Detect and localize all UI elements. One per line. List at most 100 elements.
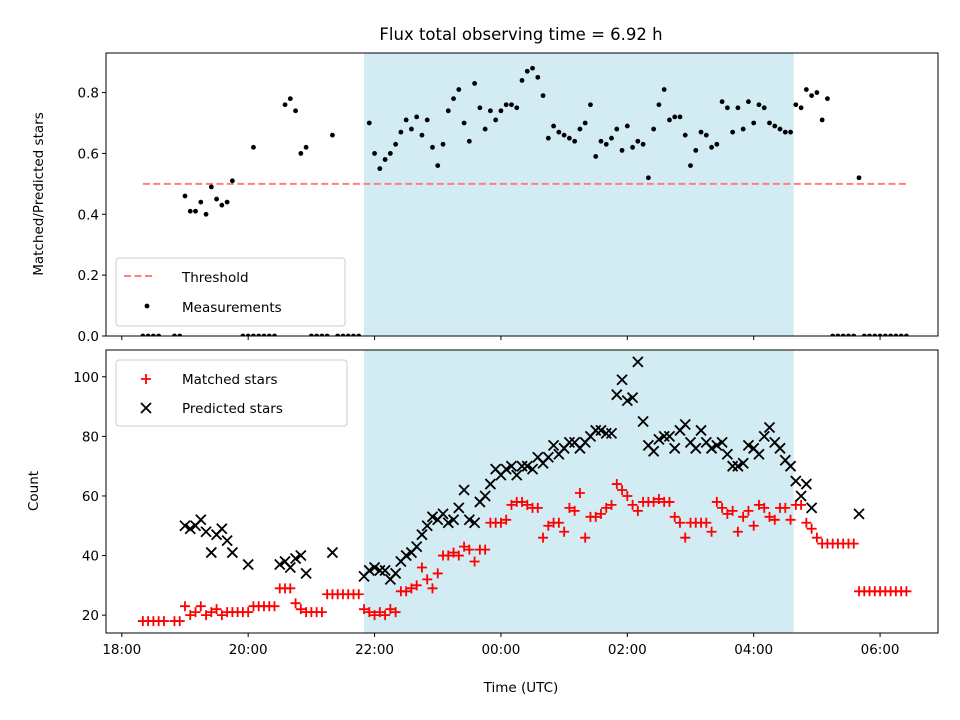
top-series-0-point-57 <box>461 120 467 126</box>
bottom-series-1-point-15 <box>295 549 307 562</box>
bottom-axes-frame <box>105 349 939 634</box>
top-series-0-point-26 <box>293 108 298 114</box>
bottom-series-1-point-14 <box>289 552 302 565</box>
bottom-series-1-point-63 <box>595 424 607 437</box>
bottom-series-0-point-116 <box>753 499 764 510</box>
top-series-0-point-60 <box>477 105 483 111</box>
top-series-0-point-64 <box>498 108 504 114</box>
top-series-0-point-39 <box>366 120 372 126</box>
top-series-0-point-122 <box>803 87 809 92</box>
bottom-series-0-point-76 <box>543 520 554 531</box>
top-series-0-point-121 <box>798 105 804 111</box>
top-series-0-point-76 <box>561 132 567 138</box>
bottom-series-1-point-45 <box>500 463 512 475</box>
bottom-series-0-point-59 <box>453 550 464 561</box>
bottom-ytick-label-2: 60 <box>82 489 99 505</box>
top-series-0-point-65 <box>503 102 509 108</box>
bottom-series-0-point-119 <box>769 514 780 525</box>
bottom-series-0-point-61 <box>464 544 475 555</box>
top-series-0-point-30 <box>314 333 320 336</box>
legend-predicted-label: Predicted stars <box>182 401 283 417</box>
top-series-0-point-134 <box>867 333 872 336</box>
top-series-0-point-130 <box>846 333 851 336</box>
bottom-series-1-point-11 <box>274 558 286 571</box>
top-series-0-point-79 <box>577 126 583 132</box>
bottom-series-0-point-58 <box>448 547 459 558</box>
bottom-series-0-point-8 <box>185 610 196 621</box>
top-series-0-point-109 <box>735 105 741 111</box>
bottom-series-1-point-19 <box>363 564 375 577</box>
bottom-series-0-point-88 <box>606 499 617 510</box>
bottom-series-0-point-82 <box>574 487 585 498</box>
bottom-legend-box <box>115 359 348 427</box>
bottom-series-1-point-54 <box>547 439 560 451</box>
bottom-series-1-point-46 <box>505 460 518 472</box>
bottom-series-1-point-17 <box>326 546 339 559</box>
top-series-0-point-111 <box>746 99 751 105</box>
top-series-0-point-13 <box>219 202 225 208</box>
top-series-0-point-117 <box>777 126 783 132</box>
bottom-series-1-point-0 <box>179 520 191 532</box>
bottom-series-0-point-115 <box>748 520 759 531</box>
bottom-series-1-point-36 <box>453 502 465 514</box>
top-series-0-point-27 <box>298 151 304 156</box>
bottom-series-0-point-114 <box>743 505 754 516</box>
bottom-series-1-point-10 <box>242 558 254 571</box>
top-series-0-point-83 <box>598 138 604 144</box>
top-series-0-point-129 <box>840 333 846 336</box>
top-series-0-point-68 <box>519 77 525 83</box>
bottom-series-1-point-82 <box>695 424 707 437</box>
bottom-series-0-point-41 <box>359 604 370 615</box>
top-series-0-point-21 <box>266 333 272 336</box>
top-panel-ratio: 0.0 0.2 0.4 0.6 0.8 Threshold Measurements <box>78 52 939 345</box>
bottom-series-0-point-124 <box>796 499 807 510</box>
bottom-series-1-point-66 <box>611 389 623 401</box>
top-series-0-point-29 <box>308 333 314 336</box>
top-series-0-point-116 <box>772 123 778 129</box>
top-series-0-point-84 <box>603 141 609 147</box>
bottom-series-0-point-72 <box>522 499 533 510</box>
bottom-series-0-point-106 <box>701 517 712 528</box>
top-series-0-point-50 <box>424 117 430 123</box>
bottom-series-0-point-69 <box>506 499 517 510</box>
top-series-0-point-1 <box>145 333 151 336</box>
bottom-series-1-point-104 <box>853 508 865 520</box>
bottom-series-0-point-86 <box>595 508 606 519</box>
bottom-series-0-point-101 <box>674 517 685 528</box>
bottom-series-1-point-29 <box>416 529 428 541</box>
top-series-0-point-107 <box>724 105 730 111</box>
top-series-0-point-89 <box>630 144 635 150</box>
bottom-series-0-point-74 <box>532 502 543 513</box>
bottom-xtick-label-3: 00:00 <box>481 642 520 658</box>
bottom-series-1-point-41 <box>479 490 491 502</box>
top-series-0-point-54 <box>445 108 451 114</box>
bottom-series-1-point-42 <box>484 478 497 490</box>
bottom-series-0-point-91 <box>622 490 633 501</box>
bottom-series-1-point-84 <box>705 442 718 454</box>
top-series-0-point-34 <box>340 333 346 336</box>
bottom-series-0-point-118 <box>764 511 775 522</box>
top-series-0-point-139 <box>893 333 899 336</box>
bottom-series-0-point-55 <box>432 568 443 579</box>
top-series-0-point-108 <box>730 129 736 135</box>
bottom-series-1-point-31 <box>426 511 439 523</box>
top-series-0-point-119 <box>788 129 793 135</box>
top-series-0-point-12 <box>214 196 219 202</box>
top-series-0-point-59 <box>472 81 478 86</box>
bottom-series-0-point-62 <box>469 556 480 567</box>
bottom-series-0-point-110 <box>722 508 733 519</box>
bottom-ytick-label-1: 40 <box>82 549 99 565</box>
bottom-series-0-point-126 <box>806 523 817 534</box>
bottom-series-0-point-53 <box>422 574 433 585</box>
bottom-series-1-point-8 <box>221 535 233 547</box>
top-series-0-point-110 <box>740 126 746 132</box>
bottom-xtick-label-5: 04:00 <box>734 642 773 658</box>
top-series-0-point-15 <box>229 178 235 184</box>
top-series-0-point-120 <box>793 102 799 108</box>
top-series-0-point-58 <box>466 138 472 144</box>
bottom-series-1-point-13 <box>284 561 296 574</box>
bottom-series-1-point-73 <box>648 445 660 457</box>
top-series-0-point-47 <box>409 126 414 132</box>
bottom-legend: Matched stars Predicted stars <box>115 359 348 427</box>
bottom-series-1-point-75 <box>658 430 670 443</box>
